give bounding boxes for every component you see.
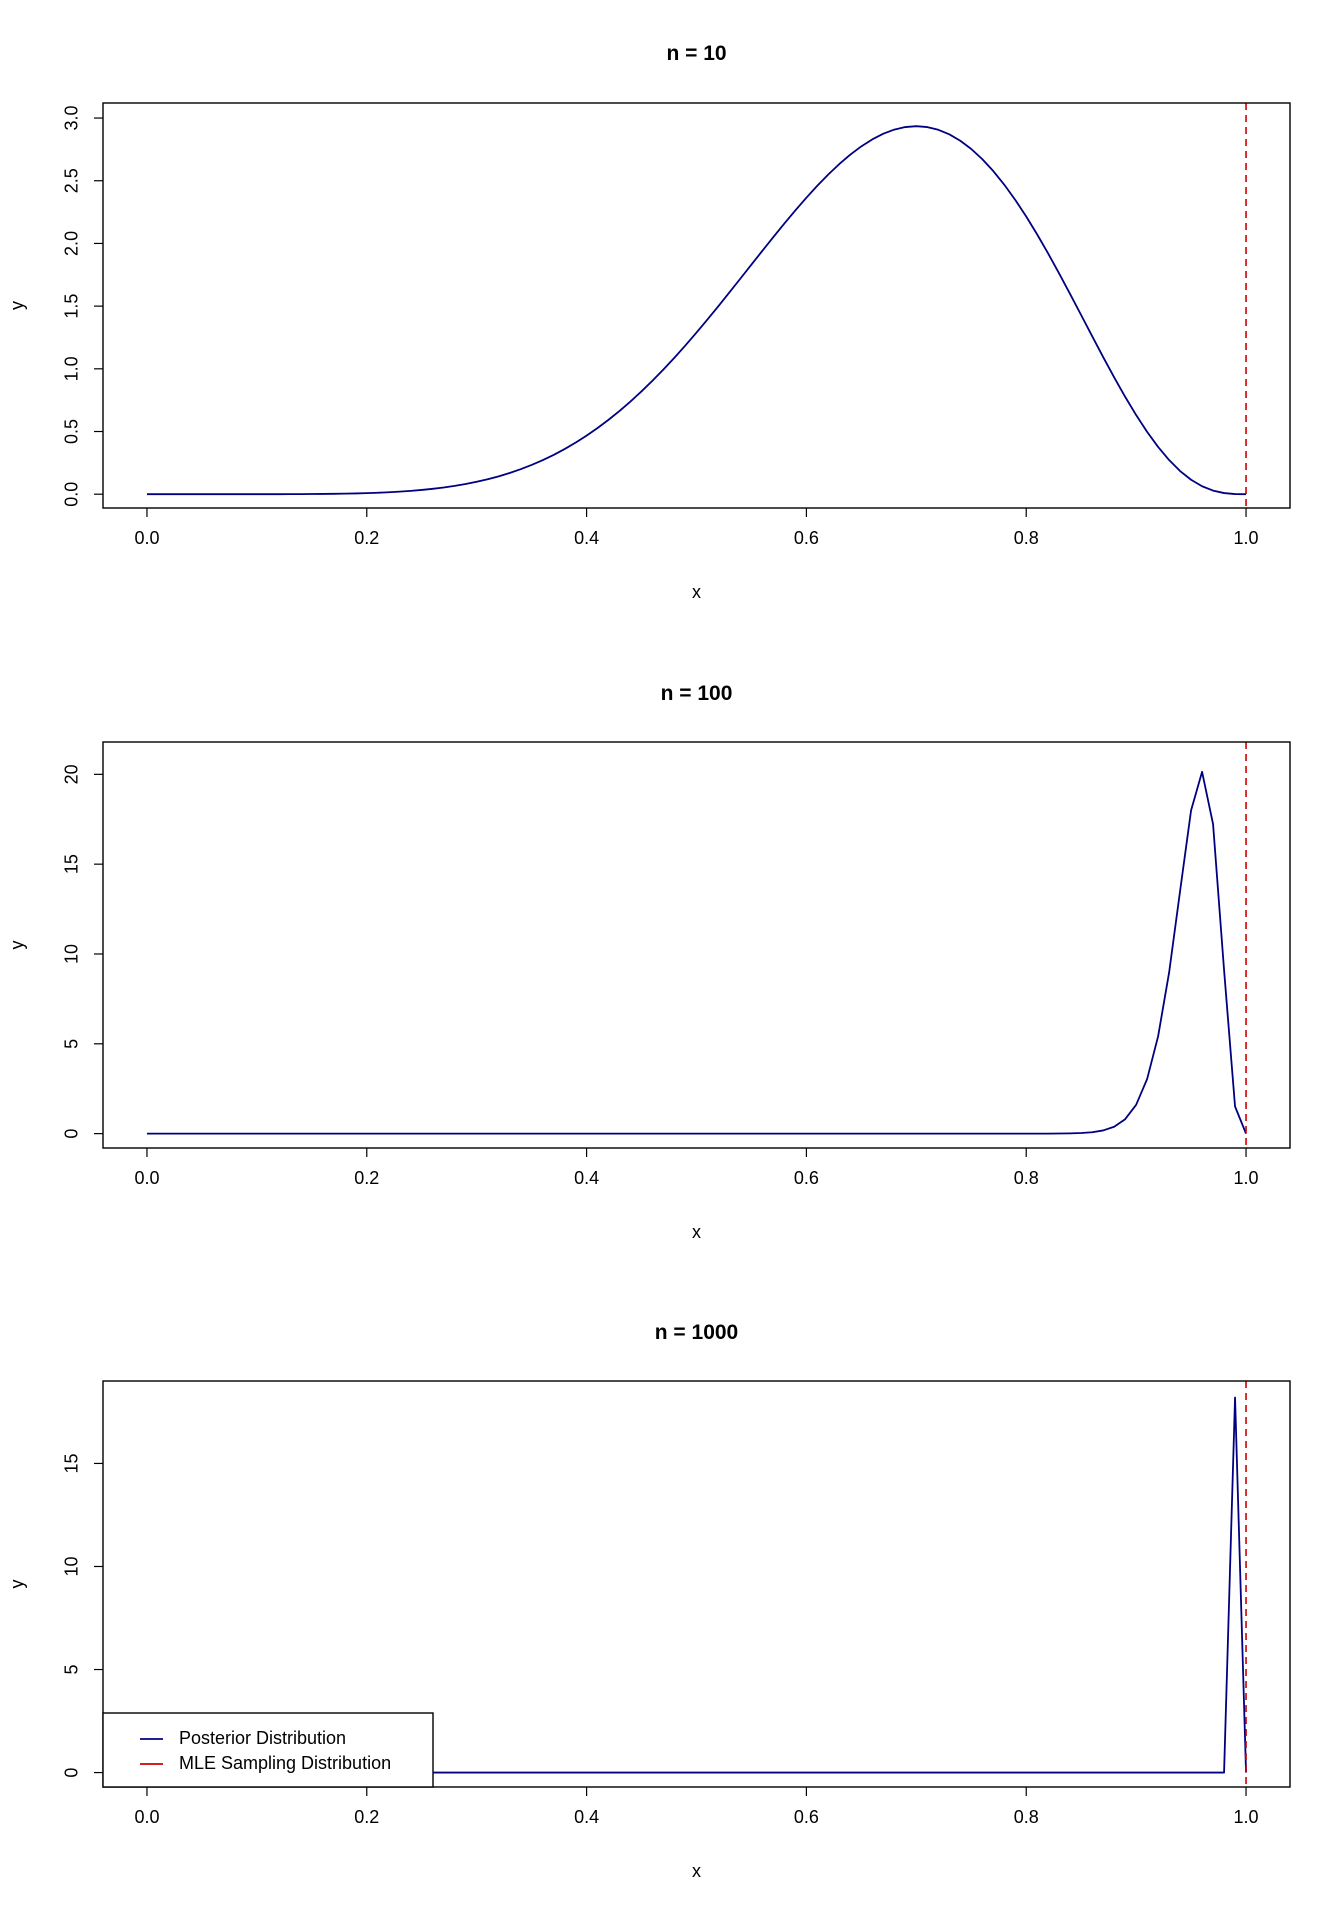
legend-box: [102, 1712, 434, 1788]
plot-frame: [102, 741, 1291, 1149]
legend-label: MLE Sampling Distribution: [179, 1753, 391, 1773]
y-tick-label: 2.5: [62, 168, 82, 193]
x-tick-label: 0.2: [354, 1807, 379, 1827]
x-tick-label: 0.2: [354, 528, 379, 548]
y-tick-label: 0: [62, 1129, 82, 1139]
y-tick-label: 10: [62, 1556, 82, 1576]
x-axis-label: x: [692, 582, 701, 602]
y-tick-label: 15: [62, 1453, 82, 1473]
y-tick-label: 10: [62, 944, 82, 964]
y-tick-label: 0.0: [62, 482, 82, 507]
x-tick-label: 0.0: [134, 1168, 159, 1188]
y-tick-label: 0: [62, 1768, 82, 1778]
x-tick-label: 0.2: [354, 1168, 379, 1188]
x-tick-label: 0.4: [574, 1807, 599, 1827]
posterior-distribution-line: [146, 125, 1247, 496]
x-tick-label: 0.8: [1014, 1168, 1039, 1188]
panels: n = 10 0.0 0.2 0.4 0.6 0.8 1.0 0.0 0.5 1.0 1.5 2.0 2…: [7, 42, 1291, 1881]
x-tick-label: 0.6: [794, 1168, 819, 1188]
x-tick-label: 0.0: [134, 528, 159, 548]
x-tick-label: 0.8: [1014, 528, 1039, 548]
y-tick-label: 20: [62, 764, 82, 784]
y-axis-label: y: [7, 1580, 27, 1589]
y-axis-label: y: [7, 301, 27, 310]
x-tick-label: 0.6: [794, 528, 819, 548]
panel-1: n = 10 0.0 0.2 0.4 0.6 0.8 1.0 0.0 0.5 1.0 1.5 2.0 2…: [7, 42, 1291, 602]
posterior-distribution-line: [146, 770, 1247, 1135]
x-tick-label: 0.4: [574, 528, 599, 548]
y-axis-label: y: [7, 941, 27, 950]
y-tick-label: 5: [62, 1665, 82, 1675]
x-axis-label: x: [692, 1222, 701, 1242]
panel-3: n = 1000 0.0 0.2 0.4 0.6 0.8 1.0 0 5 10 15 x y: [7, 1321, 1291, 1881]
chart-title: n = 100: [661, 682, 733, 705]
legend-label: Posterior Distribution: [179, 1728, 346, 1748]
y-tick-label: 2.0: [62, 231, 82, 256]
y-tick-label: 15: [62, 854, 82, 874]
x-axis-label: x: [692, 1861, 701, 1881]
y-tick-label: 3.0: [62, 106, 82, 131]
x-tick-label: 1.0: [1234, 1168, 1259, 1188]
x-tick-label: 1.0: [1234, 528, 1259, 548]
panel-2: n = 100 0.0 0.2 0.4 0.6 0.8 1.0 0 5 10 15 20 x y: [7, 682, 1291, 1242]
legend: Posterior Distribution MLE Sampling Distr…: [102, 1712, 434, 1788]
x-tick-label: 1.0: [1234, 1807, 1259, 1827]
x-tick-label: 0.8: [1014, 1807, 1039, 1827]
plot-frame: [102, 1380, 1291, 1788]
x-tick-label: 0.6: [794, 1807, 819, 1827]
y-tick-label: 5: [62, 1039, 82, 1049]
x-tick-label: 0.0: [134, 1807, 159, 1827]
y-tick-label: 1.0: [62, 356, 82, 381]
chart-title: n = 1000: [655, 1321, 738, 1344]
x-tick-label: 0.4: [574, 1168, 599, 1188]
plot-frame: [102, 102, 1291, 509]
chart-title: n = 10: [666, 42, 726, 65]
y-tick-label: 0.5: [62, 419, 82, 444]
y-tick-label: 1.5: [62, 294, 82, 319]
posterior-distribution-line: [146, 1396, 1247, 1774]
